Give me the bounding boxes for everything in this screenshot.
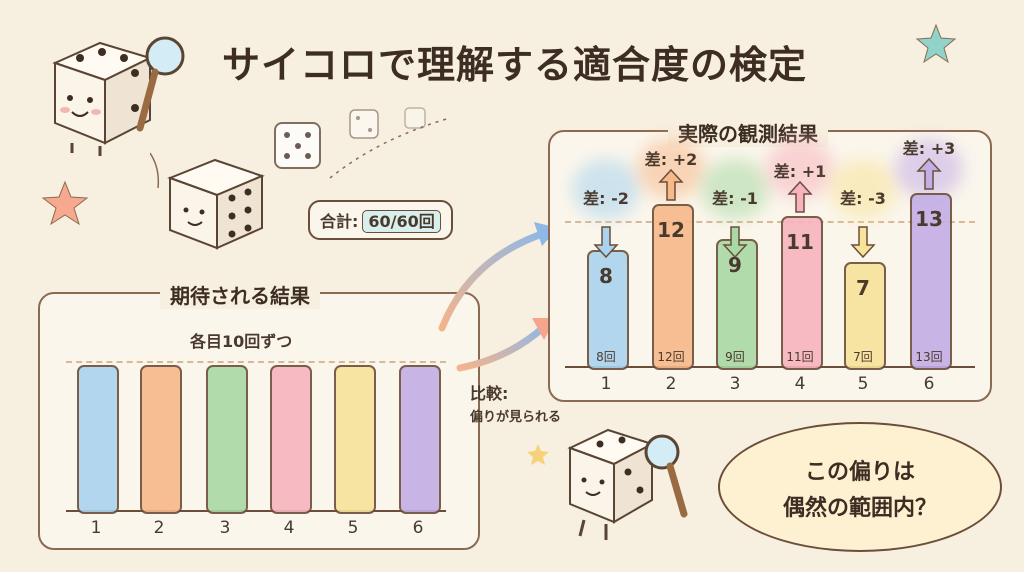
x-tick-label: 4 — [794, 374, 806, 394]
expected-bar — [77, 365, 119, 514]
bar-value-label: 12 — [657, 218, 685, 242]
dice-mascot-magnifier-icon — [567, 428, 688, 540]
arrow-up-icon — [787, 180, 813, 213]
star-icon — [915, 23, 957, 64]
x-axis — [565, 366, 975, 368]
star-icon — [41, 180, 89, 226]
x-tick-label: 3 — [219, 518, 231, 538]
rolling-dice-icon — [150, 107, 451, 250]
expected-bar — [270, 365, 312, 514]
observed-bar — [910, 192, 952, 370]
expected-bar — [206, 365, 248, 514]
bar-value-label: 8 — [599, 264, 613, 288]
arrow-up-icon — [916, 157, 942, 190]
observed-bar — [844, 261, 886, 370]
bar-count-label: 8回 — [596, 350, 616, 364]
difference-label: 差: -3 — [840, 189, 886, 208]
page-title: サイコロで理解する適合度の検定 — [222, 43, 808, 87]
bar-value-label: 9 — [728, 252, 742, 277]
x-tick-label: 1 — [600, 374, 612, 394]
x-tick-label: 1 — [90, 518, 102, 538]
difference-label: 差: -2 — [583, 189, 629, 208]
bar-value-label: 13 — [915, 206, 943, 231]
x-tick-label: 6 — [412, 518, 424, 538]
x-tick-label: 2 — [665, 374, 677, 394]
bubble-line-1: この偏りは — [804, 460, 915, 485]
x-tick-label: 5 — [347, 518, 359, 538]
diff-glow — [701, 159, 769, 219]
expected-heading: 期待される結果 — [160, 280, 320, 309]
bar-count-label: 12回 — [657, 350, 685, 364]
arrow-up-icon — [658, 168, 684, 201]
expected-bar — [140, 365, 182, 514]
x-tick-label: 2 — [153, 518, 165, 538]
difference-label: 差: +1 — [773, 161, 827, 181]
bubble-line-2: 偶然の範囲内？ — [782, 496, 937, 521]
arrow-down-icon — [850, 226, 876, 259]
bar-value-label: 11 — [786, 229, 814, 254]
bar-count-label: 9回 — [725, 350, 745, 364]
roll-total-value: 60/60回 — [362, 210, 441, 233]
x-tick-label: 3 — [729, 374, 741, 394]
difference-label: 差: +2 — [644, 150, 698, 169]
x-tick-label: 5 — [857, 374, 869, 394]
difference-label: 差: -1 — [712, 189, 758, 208]
bar-count-label: 13回 — [915, 350, 943, 364]
dice-mascot-magnifier-icon — [52, 36, 185, 156]
bar-value-label: 7 — [856, 275, 870, 300]
compare-note: 偏りが見られる — [470, 410, 562, 425]
diff-glow — [829, 159, 897, 219]
expected-bar — [334, 365, 376, 514]
observed-bar — [652, 204, 694, 370]
bar-count-label: 11回 — [786, 350, 814, 364]
observed-bar — [716, 238, 758, 370]
question-bubble: この偏りは 偶然の範囲内？ — [718, 422, 1002, 552]
arrow-down-icon — [593, 226, 619, 259]
compare-label: 比較: — [470, 384, 509, 403]
diff-glow — [572, 159, 640, 219]
roll-total-callout: 合計: 60/60回 — [308, 200, 453, 240]
observed-bar — [781, 215, 823, 370]
star-icon — [527, 444, 549, 465]
arrow-down-icon — [722, 226, 748, 259]
observed-reference-line — [565, 221, 975, 223]
expected-reference-line — [66, 361, 446, 363]
x-tick-label: 6 — [923, 374, 935, 394]
roll-total-label: 合計: — [320, 212, 359, 231]
x-axis — [66, 510, 446, 512]
observed-bar — [587, 250, 629, 370]
bar-count-label: 7回 — [853, 350, 873, 364]
x-tick-label: 4 — [283, 518, 295, 538]
expected-bar — [399, 365, 441, 514]
expected-subheading: 各目10回ずつ — [190, 332, 293, 351]
difference-label: 差: +3 — [902, 138, 956, 158]
